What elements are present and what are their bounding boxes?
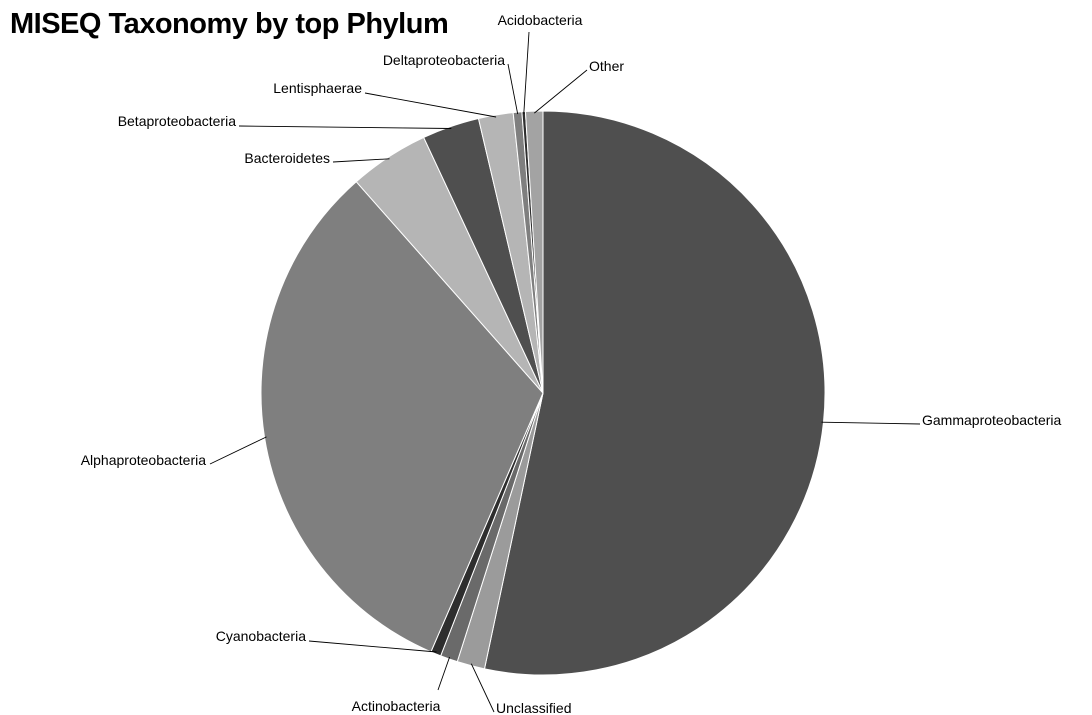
leader-line-gammaproteobacteria xyxy=(821,421,921,425)
leader-line-acidobacteria xyxy=(523,31,530,114)
leader-line-actinobacteria xyxy=(437,656,451,691)
pie-slice-other xyxy=(524,110,544,394)
leader-lines xyxy=(209,31,921,713)
slice-label-deltaproteobacteria: Deltaproteobacteria xyxy=(383,52,505,68)
slice-label-actinobacteria: Actinobacteria xyxy=(352,698,441,714)
leader-line-betaproteobacteria xyxy=(238,125,452,129)
slice-label-gammaproteobacteria: Gammaproteobacteria xyxy=(922,412,1062,428)
leader-line-cyanobacteria xyxy=(308,640,437,653)
slice-label-bacteroidetes: Bacteroidetes xyxy=(244,150,330,166)
pie-slices xyxy=(260,110,826,676)
leader-line-other xyxy=(534,69,588,114)
slice-label-cyanobacteria: Cyanobacteria xyxy=(216,628,306,644)
slice-label-alphaproteobacteria: Alphaproteobacteria xyxy=(81,452,207,468)
leader-line-alphaproteobacteria xyxy=(209,436,267,465)
leader-line-bacteroidetes xyxy=(332,158,390,163)
slice-label-lentisphaerae: Lentisphaerae xyxy=(273,80,362,96)
slice-labels: Gammaproteobacteria Unclassified Actinobac… xyxy=(81,12,1062,715)
slice-label-betaproteobacteria: Betaproteobacteria xyxy=(118,113,237,129)
slice-label-acidobacteria: Acidobacteria xyxy=(498,12,583,28)
slice-label-unclassified: Unclassified xyxy=(496,700,571,715)
slice-label-other: Other xyxy=(589,58,624,74)
leader-line-lentisphaerae xyxy=(364,92,497,118)
chart-title: MISEQ Taxonomy by top Phylum xyxy=(10,8,449,40)
leader-line-deltaproteobacteria xyxy=(507,63,519,115)
pie-slice-alphaproteobacteria xyxy=(260,180,544,653)
leader-line-unclassified xyxy=(470,663,495,713)
